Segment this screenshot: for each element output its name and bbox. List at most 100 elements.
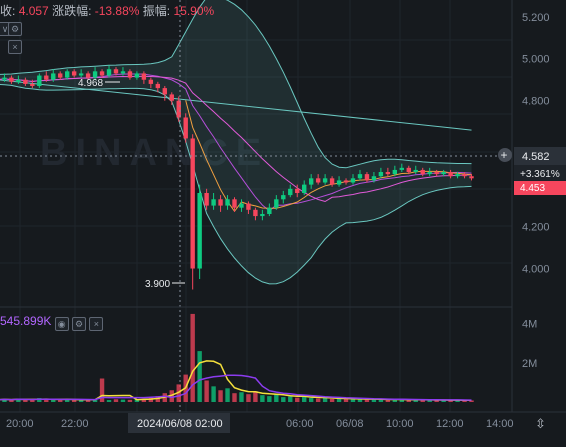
settings-gear-icon[interactable]: ⚙	[8, 22, 22, 36]
crosshair-time-box	[128, 413, 230, 433]
change-label: 涨跌幅:	[52, 4, 92, 18]
time-axis[interactable]: 20:00 22:00 06:00 06/08 10:00 12:00 14:00	[0, 411, 566, 430]
volume-bar	[92, 399, 98, 402]
candle-body	[322, 178, 328, 183]
candle-body	[364, 174, 370, 181]
candle-body	[30, 83, 35, 87]
price-tick-label: 5.000	[522, 54, 550, 66]
ma-pink-line	[0, 75, 472, 203]
high-low-annotations: 4.968 3.900	[78, 78, 185, 290]
add-alert-button[interactable]: +	[498, 148, 512, 162]
eye-icon[interactable]: ◉	[54, 317, 69, 331]
volume-bar	[71, 399, 77, 402]
candle-body	[329, 178, 335, 185]
volume-bar	[225, 388, 230, 402]
volume-bar	[295, 397, 300, 402]
volume-bar	[30, 399, 35, 402]
time-tick-label: 20:00	[6, 418, 34, 430]
volume-bar	[322, 397, 328, 402]
time-axis-settings-button[interactable]: ⇳	[535, 416, 546, 431]
candle-body	[462, 174, 467, 177]
volume-close-icon[interactable]: ×	[89, 317, 104, 331]
candle-body	[392, 169, 398, 175]
candle-body	[295, 188, 300, 194]
candle-body	[225, 199, 230, 206]
volume-bar	[288, 396, 293, 402]
candle-body	[197, 193, 202, 269]
candle-body	[176, 100, 181, 118]
candle-body	[211, 199, 216, 206]
volume-axis[interactable]: 4M 2M	[522, 319, 537, 370]
volume-bar	[392, 399, 398, 402]
candle-body	[239, 203, 244, 208]
candle-body	[288, 188, 293, 196]
price-tick-label: 4.800	[522, 96, 550, 108]
candle-body	[155, 83, 161, 89]
volume-bar	[448, 400, 453, 402]
current-change-label: +3.361%	[520, 169, 560, 180]
candle-body	[71, 71, 77, 76]
candle-body	[99, 71, 105, 76]
volume-bar	[462, 400, 467, 402]
volume-tick-label: 4M	[522, 319, 537, 331]
volume-indicator-label: 545.899K ◉ ⚙ ×	[0, 314, 104, 331]
last-price-box	[514, 181, 566, 195]
volume-bar	[78, 400, 84, 402]
volume-bar	[106, 400, 112, 402]
candle-body	[218, 199, 223, 206]
candle-body	[162, 88, 167, 95]
bollinger-mid-line	[0, 79, 472, 131]
volume-bar	[364, 399, 370, 402]
candle-body	[343, 180, 349, 183]
candle-body	[58, 73, 63, 78]
volume-bar	[427, 399, 432, 402]
candle-body	[134, 73, 140, 78]
volume-bar	[329, 398, 335, 402]
time-tick-label: 10:00	[386, 418, 414, 430]
volume-bar	[197, 351, 202, 402]
candle-body	[23, 79, 28, 84]
candle-body	[267, 207, 272, 214]
candle-body	[37, 75, 42, 87]
candle-body	[434, 172, 439, 175]
volume-bar	[127, 399, 133, 402]
candle-body	[448, 172, 453, 177]
candle-body	[455, 174, 460, 177]
candle-body	[308, 178, 314, 185]
candle-body	[281, 195, 286, 200]
volume-bar	[51, 400, 56, 402]
ohlc-info-bar: 收: 4.057 涨跌幅: -13.88% 振幅: 15.90%	[0, 4, 215, 18]
change-value: -13.88%	[94, 4, 140, 18]
volume-bar	[176, 384, 181, 402]
volume-bar	[413, 399, 418, 402]
time-tick-label: 06/08	[336, 418, 364, 430]
volume-settings-icon[interactable]: ⚙	[72, 317, 87, 331]
volume-bar	[302, 396, 307, 402]
volume-value: 545.899K	[0, 314, 52, 328]
candle-body	[441, 172, 446, 175]
price-tick-label: 4.000	[522, 264, 550, 276]
volume-bar	[169, 390, 174, 402]
candle-body	[183, 117, 188, 139]
volume-bar	[246, 394, 251, 402]
volume-bar	[434, 400, 439, 402]
plus-icon: +	[501, 148, 508, 162]
close-indicator-icon[interactable]: ×	[8, 40, 22, 54]
candles	[2, 65, 474, 290]
amplitude-label: 振幅:	[142, 4, 171, 18]
candle-body	[85, 73, 91, 78]
volume-bar	[64, 399, 70, 402]
candle-body	[2, 77, 7, 80]
volume-bar	[120, 399, 126, 402]
close-value: 4.057	[18, 4, 49, 18]
candle-body	[169, 94, 174, 101]
volume-bar	[336, 399, 342, 402]
current-change-box	[514, 165, 566, 181]
current-price-box	[514, 147, 566, 165]
close-label: 收	[0, 4, 13, 18]
candle-body	[336, 180, 342, 185]
high-label: 4.968	[78, 78, 103, 89]
candle-body	[406, 167, 411, 173]
